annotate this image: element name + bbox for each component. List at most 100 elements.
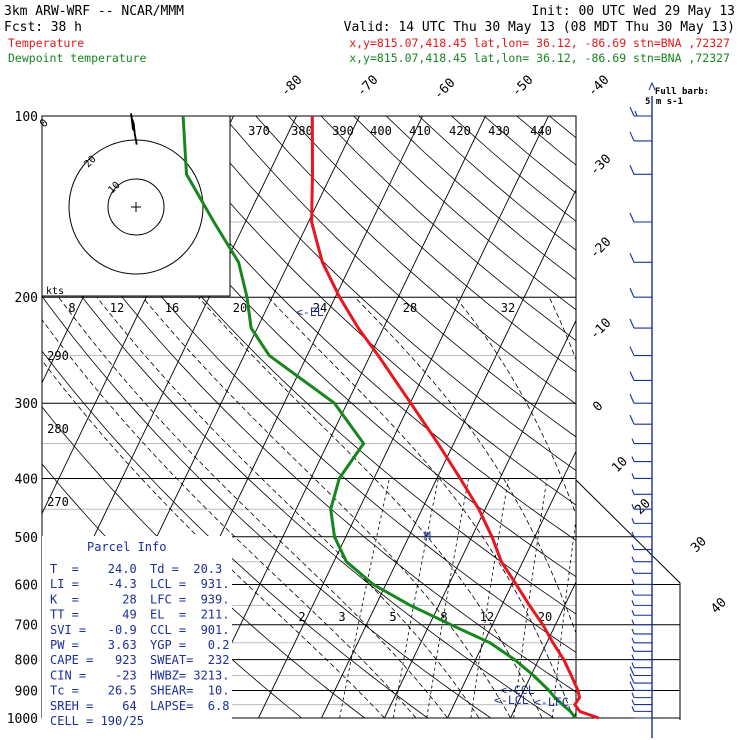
dry-adiabat [157, 116, 576, 506]
moist-adiabat [267, 296, 574, 718]
moist-adiabat [198, 296, 543, 718]
dry-adiabat [222, 116, 576, 438]
isobar-label: 600 [15, 578, 38, 593]
theta-label: 410 [409, 124, 431, 138]
isobar-label: 800 [15, 654, 38, 669]
dry-adiabat [418, 116, 576, 251]
lcl-level-label: <-LCL [494, 693, 529, 707]
isotherm-label: 20 [632, 496, 654, 518]
wind-barb [629, 666, 652, 677]
isobar-label: 400 [15, 472, 38, 487]
isotherm-label: 10 [609, 454, 631, 476]
wind-barb [631, 531, 652, 538]
isotherm-label: 40 [708, 595, 730, 617]
dry-adiabat [92, 116, 576, 578]
dry-adiabat [516, 116, 576, 166]
init-time: Init: 00 UTC Wed 29 May 13 [532, 4, 736, 19]
wind-barb [629, 212, 652, 223]
wind-barb [629, 106, 652, 117]
isotherm-label: -10 [587, 316, 614, 343]
isotherm [573, 711, 576, 718]
isobar-label: 700 [15, 619, 38, 634]
parcel-row-left: CIN = -23 [50, 668, 137, 682]
wind-barb [631, 662, 652, 669]
wind-barb [631, 628, 652, 635]
wind-barb [629, 414, 652, 425]
wind-barb [629, 346, 652, 357]
theta-label-left: 270 [47, 495, 69, 509]
wind-barb [631, 556, 652, 563]
isotherm-label: 30 [688, 534, 710, 556]
legend-temperature: Temperature [8, 36, 84, 50]
hodograph-ring [107, 178, 165, 236]
wind-barb [631, 637, 652, 644]
mixing-ratio-label: 32 [501, 301, 515, 315]
wind-barb [631, 654, 652, 661]
parcel-info-title: Parcel Info [87, 540, 166, 554]
wind-barb [631, 706, 652, 712]
plot-frame [41, 115, 577, 719]
theta-label: 430 [488, 124, 510, 138]
wind-barb [629, 287, 652, 298]
wind-barb [631, 544, 652, 551]
dry-adiabat [42, 242, 554, 718]
parcel-row-right: SWEAT= 232 [150, 653, 229, 667]
parcel-row-left: K = 28 [50, 592, 137, 606]
legend-dewpoint: Dewpoint temperature [8, 51, 147, 65]
dewpoint-location: x,y=815.07,418.45 lat,lon= 36.12, -86.69… [349, 51, 730, 65]
mixing-ratio-label: 20 [233, 301, 247, 315]
temperature-location: x,y=815.07,418.45 lat,lon= 36.12, -86.69… [349, 36, 730, 50]
dry-adiabat [288, 116, 576, 373]
wind-barb [629, 318, 652, 329]
wind-barb [629, 673, 652, 684]
mixing-ratio-line [581, 478, 608, 718]
moist-adiabat [42, 359, 385, 718]
wind-barb [629, 394, 652, 404]
fcst-label: Fcst: [4, 20, 43, 35]
mixing-ratio-line [339, 478, 390, 718]
parcel-row-right: LCL = 931. [150, 577, 229, 591]
lfc-level-label: <-LFC [534, 695, 569, 709]
mixing-ratio-line [426, 478, 469, 718]
parcel-row-right: YGP = 0.2 [150, 638, 229, 652]
hodograph-trace [130, 113, 138, 145]
mixing-ratio-label: 12 [110, 301, 124, 315]
model-title: 3km ARW-WRF -- NCAR/MMM [4, 4, 184, 19]
theta-label: 420 [449, 124, 471, 138]
dry-adiabat [385, 116, 576, 281]
isotherm-label: -50 [509, 73, 536, 100]
mixing-ratio-label: 16 [165, 301, 179, 315]
dry-adiabat [582, 116, 740, 718]
el-level-label: <-EL [296, 305, 324, 319]
temperature-trace [310, 115, 600, 720]
theta-label: 390 [332, 124, 354, 138]
isotherm-label: -20 [587, 235, 614, 262]
parcel-row-left: SREH = 64 [50, 699, 137, 713]
wind-barb [631, 610, 652, 616]
theta-label-left: 290 [47, 349, 69, 363]
isobar-label: 1000 [7, 712, 38, 727]
m-marker: M [424, 529, 431, 543]
parcel-row-left: CELL = 190/25 [50, 714, 144, 728]
dry-adiabat [549, 116, 576, 139]
wind-barb [631, 646, 652, 652]
mixing-ratio-label: 3 [338, 610, 345, 624]
isotherm [447, 450, 576, 718]
parcel-row-left: Tc = 26.5 [50, 684, 137, 698]
parcel-row-right: LAPSE= 6.8 [150, 699, 229, 713]
mixing-ratio-label: 5 [389, 610, 396, 624]
wind-barb [629, 371, 652, 382]
isobar-label: 500 [15, 531, 38, 546]
parcel-row-right: SHEAR= 10. [150, 684, 229, 698]
mixing-ratio-label: 8 [68, 301, 75, 315]
dewpoint-trace [181, 115, 577, 719]
isotherm [321, 188, 576, 718]
wind-barb [631, 504, 652, 510]
valid-time: Valid: 14 UTC Thu 30 May 13 (08 MDT Thu … [344, 20, 735, 35]
mixing-ratio-label: 8 [440, 610, 447, 624]
moist-adiabat [58, 296, 448, 718]
isotherm [700, 116, 740, 718]
dry-adiabat [190, 116, 576, 472]
isotherm-label: -40 [585, 73, 612, 100]
